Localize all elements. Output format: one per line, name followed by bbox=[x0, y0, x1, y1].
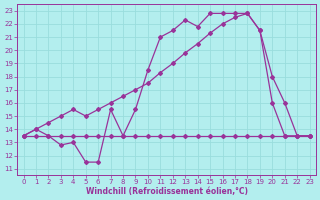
X-axis label: Windchill (Refroidissement éolien,°C): Windchill (Refroidissement éolien,°C) bbox=[85, 187, 248, 196]
